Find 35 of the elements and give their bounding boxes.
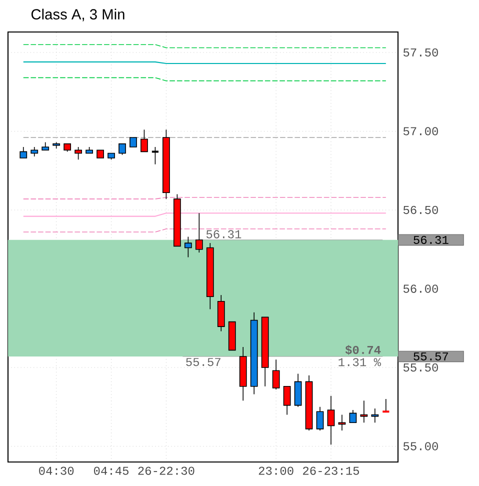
ref-line-label: 55.57 (186, 358, 220, 366)
candlestick (184, 236, 192, 258)
candlestick (294, 373, 302, 408)
annotation: $0.74 (345, 345, 381, 355)
candlestick (130, 137, 137, 148)
y-tick-label: 57.00 (403, 127, 438, 136)
ref-line-label: 56.31 (206, 230, 242, 238)
candlestick (30, 146, 38, 157)
candlestick (316, 406, 324, 431)
candlestick (150, 146, 160, 165)
candlestick (349, 410, 357, 424)
candlestick (140, 129, 148, 152)
text: 55.57 (414, 352, 448, 360)
candlestick (283, 386, 291, 416)
y-tick-label: 56.00 (403, 284, 438, 293)
x-tick-label: 04:45 (94, 466, 129, 475)
candlestick (382, 398, 390, 413)
x-tick-label: 26-22:30 (138, 466, 194, 475)
candlestick (74, 146, 82, 160)
x-tick-label: 04:30 (39, 466, 74, 475)
y-tick-label: 56.50 (403, 206, 438, 214)
candlestick (118, 143, 126, 156)
candlestick (272, 359, 280, 390)
text: 56.31 (414, 236, 448, 244)
candlestick (338, 414, 346, 431)
candlestick (195, 212, 203, 253)
x-tick-label: 23:00 (258, 466, 294, 475)
candlestick (20, 146, 28, 158)
candlestick (327, 395, 335, 446)
chart-title: Class A, 3 Min (31, 8, 124, 22)
y-tick-label: 55.00 (403, 442, 438, 450)
x-tick-label: 26-23:15 (303, 466, 360, 475)
y-tick-label: 57.50 (403, 48, 438, 57)
annotation: 1.31 % (338, 358, 382, 366)
y-tick-label: 55.50 (403, 363, 438, 372)
